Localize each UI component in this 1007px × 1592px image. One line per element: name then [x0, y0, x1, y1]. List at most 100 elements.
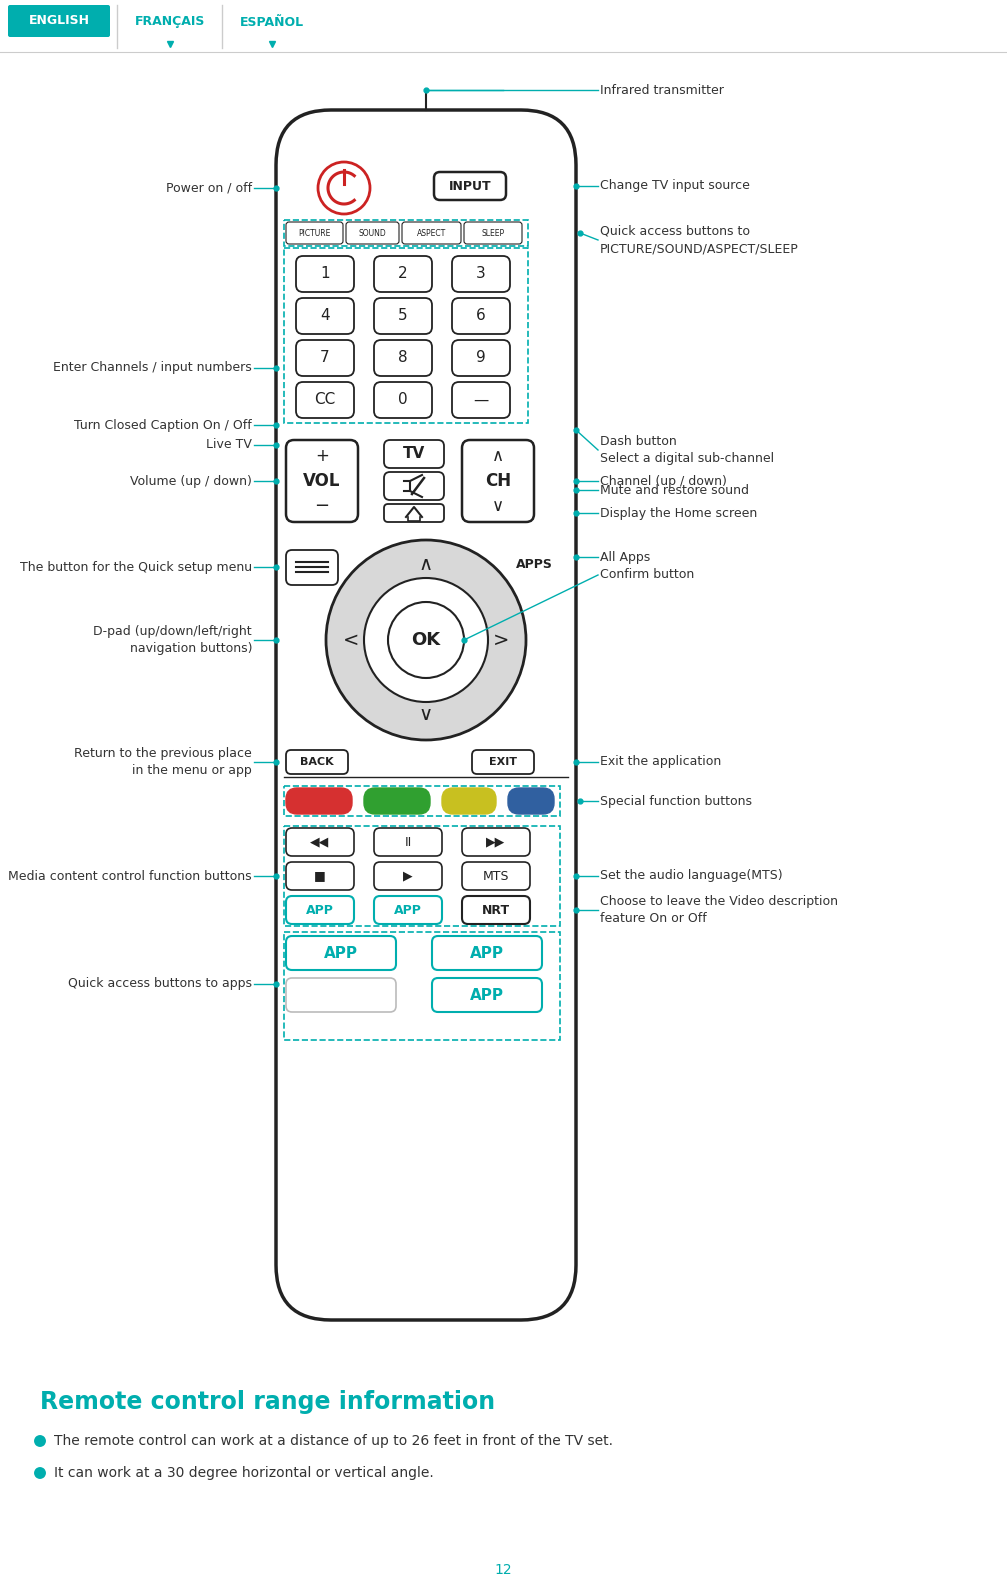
Text: SOUND: SOUND	[358, 229, 387, 237]
Text: Media content control function buttons: Media content control function buttons	[8, 869, 252, 882]
Text: FRANÇAIS: FRANÇAIS	[135, 16, 205, 29]
FancyBboxPatch shape	[374, 382, 432, 419]
Text: ∨: ∨	[419, 705, 433, 724]
FancyBboxPatch shape	[508, 788, 554, 814]
FancyBboxPatch shape	[434, 172, 506, 201]
Text: APP: APP	[394, 904, 422, 917]
Text: 2: 2	[398, 266, 408, 282]
Text: Mute and restore sound: Mute and restore sound	[600, 484, 749, 497]
Text: APP: APP	[324, 946, 358, 960]
FancyBboxPatch shape	[462, 828, 530, 856]
Text: 0: 0	[398, 393, 408, 408]
Text: 12: 12	[494, 1563, 512, 1578]
Circle shape	[318, 162, 370, 213]
Text: II: II	[405, 836, 412, 849]
Text: ▶▶: ▶▶	[486, 836, 506, 849]
Text: >: >	[492, 630, 510, 650]
Text: ESPAÑOL: ESPAÑOL	[240, 16, 304, 29]
FancyBboxPatch shape	[462, 439, 534, 522]
FancyBboxPatch shape	[452, 382, 510, 419]
Text: ◀◀: ◀◀	[310, 836, 329, 849]
Text: The remote control can work at a distance of up to 26 feet in front of the TV se: The remote control can work at a distanc…	[54, 1434, 613, 1449]
Text: Volume (up / down): Volume (up / down)	[130, 474, 252, 487]
FancyBboxPatch shape	[402, 221, 461, 244]
FancyBboxPatch shape	[374, 256, 432, 291]
Text: APP: APP	[470, 987, 504, 1003]
Text: ∨: ∨	[492, 497, 505, 514]
Circle shape	[364, 578, 488, 702]
Text: +: +	[315, 447, 329, 465]
Text: CC: CC	[314, 393, 335, 408]
FancyBboxPatch shape	[286, 221, 343, 244]
Text: Quick access buttons to
PICTURE/SOUND/ASPECT/SLEEP: Quick access buttons to PICTURE/SOUND/AS…	[600, 224, 799, 255]
Text: Special function buttons: Special function buttons	[600, 794, 752, 807]
FancyBboxPatch shape	[286, 750, 348, 774]
FancyBboxPatch shape	[364, 788, 430, 814]
FancyBboxPatch shape	[346, 221, 399, 244]
FancyBboxPatch shape	[286, 439, 358, 522]
Text: 8: 8	[398, 350, 408, 366]
Text: Dash button
Select a digital sub-channel: Dash button Select a digital sub-channel	[600, 435, 774, 465]
Text: NRT: NRT	[482, 904, 511, 917]
Text: Choose to leave the Video description
feature On or Off: Choose to leave the Video description fe…	[600, 895, 838, 925]
Text: ▶: ▶	[403, 869, 413, 882]
Text: Exit the application: Exit the application	[600, 756, 721, 769]
Text: INPUT: INPUT	[449, 180, 491, 193]
FancyBboxPatch shape	[296, 382, 354, 419]
Text: <: <	[342, 630, 359, 650]
Text: Remote control range information: Remote control range information	[40, 1390, 495, 1414]
Text: CH: CH	[485, 471, 512, 490]
FancyBboxPatch shape	[286, 549, 338, 584]
Text: SLEEP: SLEEP	[481, 229, 505, 237]
Text: The button for the Quick setup menu: The button for the Quick setup menu	[20, 560, 252, 573]
FancyBboxPatch shape	[286, 861, 354, 890]
Text: All Apps: All Apps	[600, 551, 651, 564]
Text: MTS: MTS	[482, 869, 510, 882]
Text: Turn Closed Caption On / Off: Turn Closed Caption On / Off	[75, 419, 252, 431]
Text: ∧: ∧	[492, 447, 505, 465]
Text: Enter Channels / input numbers: Enter Channels / input numbers	[53, 361, 252, 374]
Text: 3: 3	[476, 266, 485, 282]
FancyBboxPatch shape	[286, 977, 396, 1013]
Text: 7: 7	[320, 350, 330, 366]
FancyBboxPatch shape	[286, 788, 352, 814]
FancyBboxPatch shape	[374, 298, 432, 334]
Text: APP: APP	[306, 904, 334, 917]
Text: ■: ■	[314, 869, 326, 882]
Text: ∧: ∧	[419, 556, 433, 575]
Text: Confirm button: Confirm button	[600, 568, 694, 581]
Text: 1: 1	[320, 266, 330, 282]
Text: ENGLISH: ENGLISH	[28, 14, 90, 27]
FancyBboxPatch shape	[384, 471, 444, 500]
FancyBboxPatch shape	[432, 936, 542, 970]
Text: EXIT: EXIT	[489, 758, 517, 767]
FancyBboxPatch shape	[452, 341, 510, 376]
FancyBboxPatch shape	[432, 977, 542, 1013]
Text: 9: 9	[476, 350, 485, 366]
FancyBboxPatch shape	[374, 896, 442, 923]
Text: ASPECT: ASPECT	[417, 229, 446, 237]
FancyBboxPatch shape	[296, 298, 354, 334]
Text: BACK: BACK	[300, 758, 333, 767]
FancyBboxPatch shape	[374, 861, 442, 890]
Circle shape	[33, 1466, 47, 1481]
Text: Change TV input source: Change TV input source	[600, 180, 750, 193]
Text: —: —	[473, 393, 488, 408]
FancyBboxPatch shape	[276, 110, 576, 1320]
Text: 5: 5	[398, 309, 408, 323]
Text: Quick access buttons to apps: Quick access buttons to apps	[68, 977, 252, 990]
FancyBboxPatch shape	[296, 341, 354, 376]
FancyBboxPatch shape	[296, 256, 354, 291]
FancyBboxPatch shape	[464, 221, 522, 244]
FancyBboxPatch shape	[442, 788, 496, 814]
Text: Infrared transmitter: Infrared transmitter	[600, 83, 724, 97]
FancyBboxPatch shape	[384, 505, 444, 522]
FancyBboxPatch shape	[462, 861, 530, 890]
Circle shape	[33, 1434, 47, 1449]
Text: APPS: APPS	[516, 559, 553, 572]
Text: 6: 6	[476, 309, 485, 323]
Text: PICTURE: PICTURE	[298, 229, 330, 237]
Text: Set the audio language(MTS): Set the audio language(MTS)	[600, 869, 782, 882]
FancyBboxPatch shape	[286, 936, 396, 970]
FancyBboxPatch shape	[374, 341, 432, 376]
